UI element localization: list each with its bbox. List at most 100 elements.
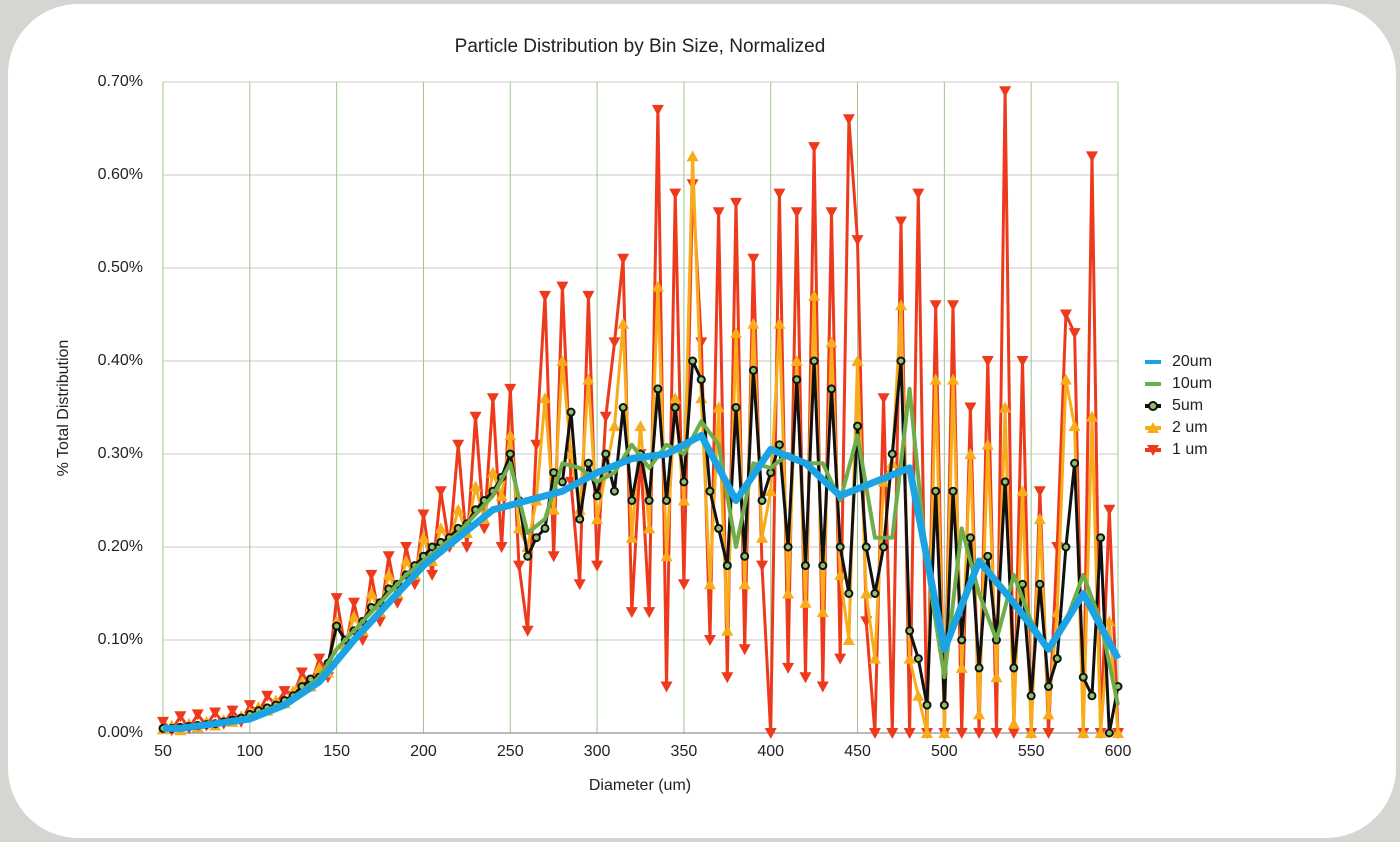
marker (400, 554, 413, 566)
marker (504, 383, 517, 395)
marker (348, 597, 360, 609)
marker (764, 728, 777, 739)
grid: 0.00% 0.10% 0.20% 0.30% 0.40% 0.50% 0.60% 0.70%… (98, 73, 1132, 760)
marker (834, 653, 847, 665)
marker (460, 542, 473, 553)
marker (730, 197, 742, 209)
marker (582, 290, 595, 302)
marker (686, 150, 699, 162)
marker (886, 728, 899, 739)
marker (947, 300, 960, 312)
marker (774, 440, 784, 450)
marker (575, 514, 585, 524)
marker (712, 401, 725, 413)
marker (556, 281, 569, 293)
marker (495, 542, 508, 553)
marker (999, 401, 1012, 413)
marker (1078, 672, 1088, 682)
marker (853, 421, 863, 431)
marker (1026, 691, 1036, 701)
marker (722, 561, 732, 571)
marker (1042, 728, 1055, 739)
marker (662, 496, 672, 505)
marker (1007, 717, 1020, 729)
marker (539, 290, 551, 302)
marker (1068, 328, 1081, 340)
marker (747, 253, 760, 265)
marker (1044, 682, 1054, 691)
marker (599, 411, 612, 423)
marker (990, 728, 1003, 739)
marker (1016, 356, 1029, 367)
marker (617, 253, 630, 265)
marker (799, 672, 812, 684)
chart-title: Particle Distribution by Bin Size, Norma… (455, 36, 826, 57)
marker (730, 327, 742, 339)
marker (955, 661, 968, 673)
marker (504, 429, 517, 441)
marker (1085, 410, 1098, 422)
marker (660, 681, 673, 693)
marker (643, 607, 656, 619)
marker (835, 542, 845, 552)
marker (478, 523, 491, 535)
legend-label: 10um (1172, 375, 1212, 392)
marker (365, 569, 378, 581)
marker (825, 336, 838, 348)
marker (1061, 542, 1071, 552)
marker (670, 403, 680, 412)
x-tick-label: 600 (1105, 743, 1132, 760)
marker (609, 486, 619, 496)
marker (539, 392, 551, 404)
marker (679, 477, 689, 487)
marker (981, 438, 994, 450)
marker (566, 407, 576, 417)
marker (434, 522, 447, 534)
marker (688, 356, 698, 366)
marker (827, 384, 836, 394)
marker (792, 375, 802, 385)
marker (756, 560, 769, 572)
marker (703, 635, 716, 646)
marker (790, 355, 803, 366)
marker (644, 496, 654, 505)
marker (931, 486, 941, 496)
y-tick-label: 0.40% (98, 352, 143, 369)
marker (660, 550, 673, 562)
marker (964, 402, 977, 414)
marker (1059, 373, 1072, 385)
marker (783, 542, 793, 552)
y-tick-label: 0.60% (98, 166, 143, 183)
y-tick-label: 0.30% (98, 445, 143, 462)
marker (747, 317, 760, 329)
y-tick-label: 0.70% (98, 73, 143, 90)
marker (773, 317, 786, 329)
marker (382, 551, 395, 563)
marker (825, 207, 838, 219)
legend-label: 20um (1172, 353, 1212, 370)
marker (452, 503, 465, 515)
marker (756, 531, 769, 543)
marker (738, 644, 751, 656)
marker (764, 485, 777, 497)
marker (452, 439, 465, 451)
marker (947, 373, 960, 385)
marker (938, 727, 951, 738)
marker (799, 596, 812, 608)
marker (653, 384, 663, 394)
x-tick-label: 450 (844, 743, 871, 760)
y-tick-label: 0.10% (98, 631, 143, 648)
marker (1009, 663, 1019, 673)
marker (948, 486, 958, 496)
marker (1104, 728, 1114, 738)
marker (861, 542, 871, 552)
marker (427, 542, 437, 552)
marker (714, 523, 724, 533)
y-tick-label: 0.00% (98, 724, 143, 741)
x-tick-label: 200 (410, 743, 437, 760)
x-tick-label: 500 (931, 743, 958, 760)
marker (1042, 708, 1055, 720)
marker (617, 317, 630, 329)
marker (627, 496, 637, 505)
marker (766, 468, 776, 478)
